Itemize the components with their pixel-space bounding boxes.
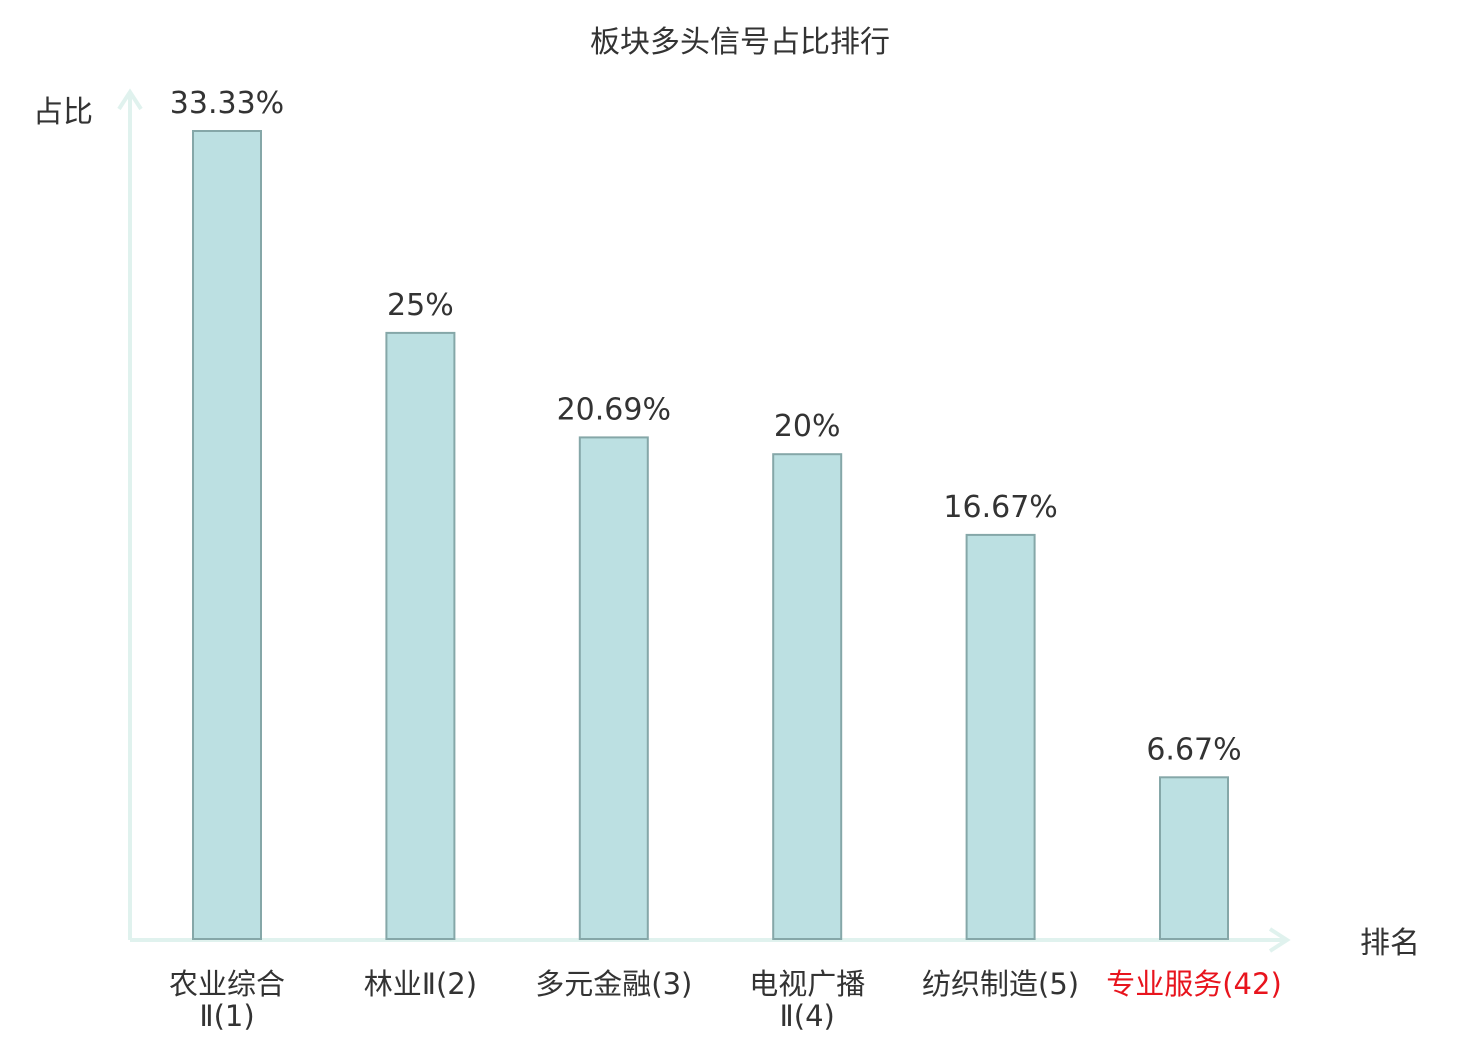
- category-label-1-line-2: Ⅱ(1): [199, 999, 254, 1033]
- value-label-5: 16.67%: [943, 490, 1057, 525]
- category-label-4-line-1: 电视广播: [749, 967, 865, 1001]
- category-label-4-line-2: Ⅱ(4): [780, 999, 835, 1033]
- value-labels-layer: 33.33% 25% 20.69% 20% 16.67% 6.67%: [170, 86, 1242, 767]
- x-axis-arrow: [1268, 927, 1291, 953]
- bar-3: [578, 436, 649, 940]
- category-label-5: 纺织制造(5): [922, 967, 1079, 1001]
- bars-layer: [192, 130, 1229, 941]
- bar-4: [772, 453, 843, 940]
- bar-5: [965, 533, 1036, 941]
- x-axis-label: 排名: [1360, 926, 1420, 961]
- category-label-3: 多元金融(3): [535, 967, 692, 1001]
- bar-6: [1159, 776, 1229, 940]
- bar-1: [192, 130, 262, 940]
- category-label-1-line-1: 农业综合: [169, 967, 285, 1001]
- value-label-2: 25%: [387, 288, 454, 323]
- value-label-1: 33.33%: [170, 86, 284, 121]
- y-axis-label: 占比: [33, 95, 93, 130]
- value-label-4: 20%: [774, 409, 841, 444]
- value-label-3: 20.69%: [557, 392, 671, 427]
- value-label-6: 6.67%: [1146, 732, 1241, 767]
- category-label-6: 专业服务(42): [1106, 967, 1282, 1001]
- bar-2: [385, 331, 456, 940]
- chart-title: 板块多头信号占比排行: [590, 25, 890, 60]
- y-axis-arrow: [117, 88, 143, 111]
- category-label-2: 林业Ⅱ(2): [364, 967, 477, 1001]
